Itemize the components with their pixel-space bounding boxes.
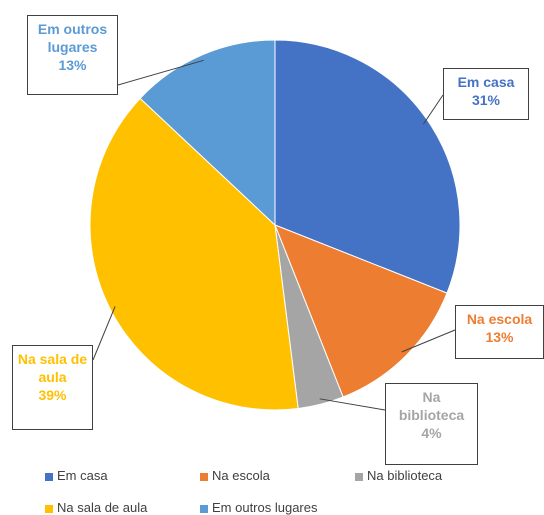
leader-line [423,94,444,125]
data-label: Em casa 31% [443,68,529,120]
label-name: Na escola [466,311,533,327]
legend-item: Em outros lugares [200,500,318,515]
data-label: Na sala de aula 39% [12,345,93,430]
legend-item: Na escola [200,468,270,483]
label-name: Em casa [457,74,515,90]
label-value: 31% [471,92,501,108]
legend-swatch [45,472,53,481]
legend-label: Na escola [212,468,270,483]
legend-label: Na sala de aula [57,500,148,515]
leader-line [117,59,204,86]
legend-item: Na sala de aula [45,500,147,515]
legend-label: Na biblioteca [367,468,443,483]
data-label: Na escola 13% [455,305,544,359]
legend-swatch [355,472,363,481]
label-value: 4% [421,425,442,441]
leader-line [92,306,116,361]
data-label: Em outros lugares 13% [27,15,118,95]
legend-swatch [45,504,53,513]
label-value: 39% [38,387,67,403]
leader-line [401,329,456,353]
data-label: Na biblioteca 4% [385,383,478,465]
legend-item: Em casa [45,468,108,483]
label-name: Em outros lugares [37,21,108,55]
pie-slice [139,39,276,227]
legend-swatch [200,504,208,513]
legend-item: Na biblioteca [355,468,442,483]
leader-line [319,398,386,411]
label-value: 13% [485,329,514,345]
legend-swatch [200,472,208,481]
legend-label: Em casa [57,468,108,483]
label-value: 13% [58,57,87,73]
pie-slice [274,39,461,294]
label-name: Na sala de aula [17,351,88,385]
legend-label: Em outros lugares [212,500,318,515]
pie-slice [89,97,299,411]
label-name: Na biblioteca [398,389,465,423]
pie-slice [274,224,448,398]
